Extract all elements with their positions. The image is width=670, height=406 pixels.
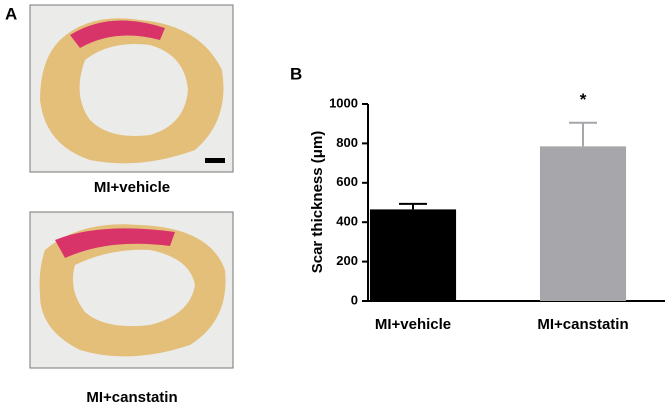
y-tick-label: 400 (336, 214, 358, 229)
y-tick-label: 1000 (329, 95, 358, 110)
panel-label: A (5, 4, 17, 23)
y-tick-label: 0 (351, 292, 358, 307)
y-tick-label: 600 (336, 174, 358, 189)
image-caption: MI+canstatin (86, 389, 177, 406)
image-caption: MI+vehicle (94, 179, 170, 196)
histology-image (29, 4, 234, 173)
panel-label: B (290, 64, 302, 83)
y-tick-label: 800 (336, 135, 358, 150)
y-axis-label: Scar thickness (μm) (309, 131, 326, 274)
y-tick-label: 200 (336, 253, 358, 268)
x-tick-label: MI+vehicle (375, 316, 451, 333)
histology-image (29, 211, 234, 369)
bar (369, 209, 457, 301)
x-tick-label: MI+canstatin (537, 316, 628, 333)
significance-mark: * (580, 90, 587, 109)
bar (539, 146, 627, 301)
